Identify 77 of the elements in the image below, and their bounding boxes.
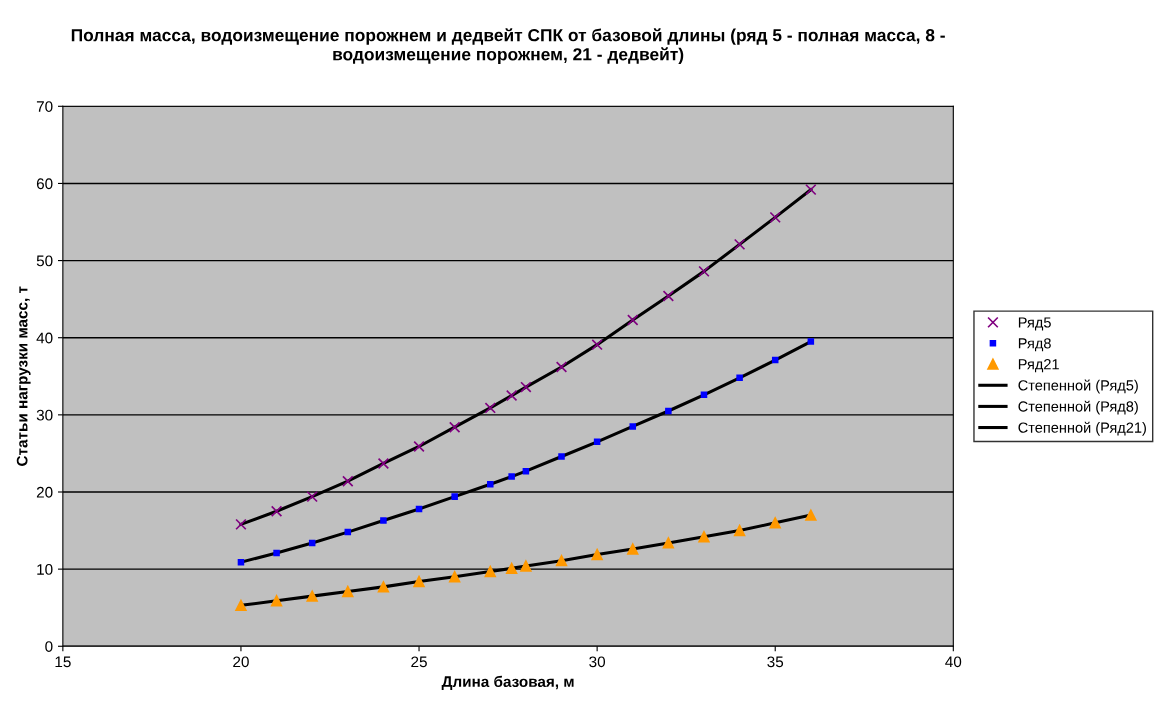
point [273, 549, 280, 557]
point [448, 421, 461, 433]
point [627, 543, 639, 555]
legend-label: Степенной (Ряд5) [1018, 379, 1138, 394]
legend-label: Ряд5 [1018, 317, 1051, 331]
point [413, 575, 425, 588]
x-tick-label: 20 [233, 656, 249, 668]
point [377, 457, 390, 470]
point [505, 562, 518, 575]
point [508, 473, 515, 480]
point [380, 517, 387, 524]
point [270, 505, 283, 517]
point [629, 423, 637, 430]
point [484, 565, 496, 578]
point [662, 537, 675, 549]
point [771, 356, 779, 364]
point [700, 391, 708, 399]
point [591, 338, 603, 351]
point [698, 265, 710, 278]
chart-title: Полная масса, водоизмещение порожнем и дедвейт СПК от базовой длины (ряд 5 - полная масса, 8 - водоизмещение порожнем, 21 - дедвейт) [71, 28, 945, 64]
point [733, 524, 746, 537]
y-tick-label: 30 [36, 409, 53, 421]
x-tick-label: 35 [767, 656, 784, 668]
point [736, 374, 743, 382]
point [591, 548, 603, 561]
point [522, 467, 530, 475]
y-tick-label: 60 [36, 178, 53, 190]
legend-label: Ряд8 [1018, 338, 1051, 352]
point [665, 407, 672, 415]
point [451, 493, 458, 500]
point [308, 539, 316, 547]
point [306, 590, 318, 602]
point [662, 290, 675, 302]
point [555, 361, 568, 373]
point [807, 338, 815, 345]
point [555, 554, 568, 567]
point [270, 595, 283, 607]
point [377, 581, 390, 593]
point [520, 560, 532, 572]
y-tick-label: 40 [36, 332, 53, 344]
point [805, 183, 817, 196]
point [593, 438, 601, 446]
y-tick-label: 70 [36, 101, 53, 112]
point [415, 505, 423, 513]
point [235, 599, 247, 612]
point [733, 238, 746, 251]
y-tick-label: 0 [45, 641, 53, 652]
point [235, 518, 247, 531]
point [344, 528, 352, 536]
point [627, 314, 639, 326]
point [505, 389, 518, 402]
x-tick-label: 40 [945, 656, 962, 668]
point [769, 211, 781, 224]
legend-label: Степенной (Ряд21) [1018, 421, 1146, 436]
x-tick-label: 15 [55, 656, 71, 668]
y-tick-label: 10 [37, 564, 53, 575]
point [306, 490, 318, 503]
point [484, 402, 496, 414]
point [342, 585, 354, 598]
point [487, 481, 494, 488]
point [558, 453, 565, 460]
legend-label: Ряд21 [1018, 359, 1059, 373]
point [342, 475, 354, 487]
y-tick-label: 20 [36, 486, 53, 498]
point [237, 558, 245, 566]
point [698, 531, 710, 543]
point [769, 517, 781, 529]
point [448, 571, 461, 583]
point [520, 381, 532, 393]
y-tick-label: 50 [36, 255, 53, 267]
legend-label: Степенной (Ряд8) [1018, 400, 1138, 415]
point [805, 509, 817, 521]
x-axis-title: Длина базовая, м [441, 675, 574, 690]
x-tick-label: 25 [411, 656, 427, 668]
y-axis-title: Статьи нагрузки масс, т [16, 286, 31, 466]
point [413, 440, 425, 453]
x-tick-label: 30 [589, 656, 606, 668]
